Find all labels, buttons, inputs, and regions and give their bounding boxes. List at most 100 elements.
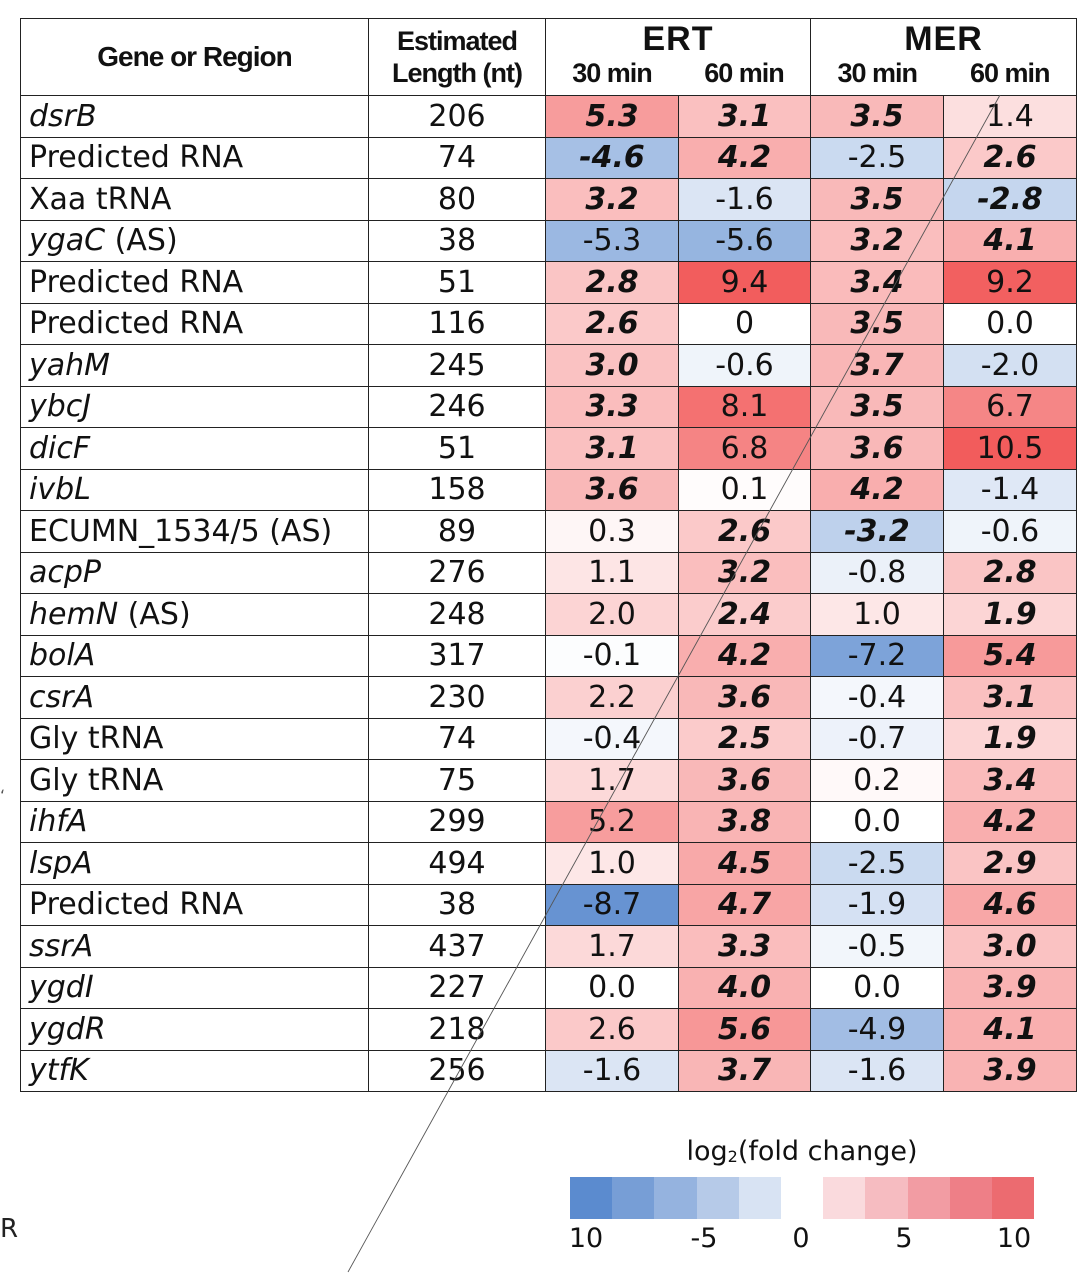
heat-cell: 4.2 [678, 136, 811, 179]
heat-cell: -5.3 [545, 219, 679, 262]
heat-cell: 3.1 [678, 95, 811, 138]
heat-cell: 3.1 [545, 427, 679, 470]
table-row: ybcJ 246 3.3 8.1 3.5 6.7 [20, 385, 1077, 428]
length-cell: 299 [368, 800, 546, 843]
heat-cell: -4.6 [545, 136, 679, 179]
heat-cell: 1.9 [943, 593, 1077, 636]
heat-cell: 2.8 [943, 551, 1077, 594]
heat-cell: -2.5 [810, 136, 944, 179]
gene-name-part: Gly tRNA [29, 762, 164, 798]
table-row: Predicted RNA 116 2.6 0 3.5 0.0 [20, 302, 1077, 345]
heat-cell: -0.6 [943, 510, 1077, 553]
gene-name-part: Predicted RNA [29, 306, 244, 342]
heat-cell: -0.4 [810, 676, 944, 719]
gene-name-part: lspA [29, 845, 93, 881]
heat-cell: 2.2 [545, 676, 679, 719]
heat-cell: 3.9 [943, 1049, 1077, 1092]
legend-tick-label: 0 [792, 1223, 810, 1254]
heat-cell: 3.4 [943, 759, 1077, 802]
table-row: Predicted RNA 74 -4.6 4.2 -2.5 2.6 [20, 136, 1077, 179]
heat-cell: 9.2 [943, 261, 1077, 304]
table-row: csrA 230 2.2 3.6 -0.4 3.1 [20, 676, 1077, 719]
heat-cell: 4.6 [943, 883, 1077, 926]
edge-mark-lower: R [0, 1214, 19, 1244]
table-row: hemN (AS) 248 2.0 2.4 1.0 1.9 [20, 593, 1077, 636]
legend-swatch [570, 1177, 613, 1219]
length-cell: 206 [368, 95, 546, 138]
heat-cell: 3.6 [545, 468, 679, 511]
legend-swatch [907, 1177, 950, 1219]
gene-name-part: hemN [29, 596, 119, 632]
heat-cell: -3.2 [810, 510, 944, 553]
table-row: Predicted RNA 38 -8.7 4.7 -1.9 4.6 [20, 883, 1077, 926]
heat-cell: 1.0 [810, 593, 944, 636]
length-cell: 158 [368, 468, 546, 511]
gene-name-part: (AS) [105, 223, 178, 259]
color-legend: log2(fold change) 10 -5 0 5 10 [568, 1136, 1035, 1254]
table-row: ytfK 256 -1.6 3.7 -1.6 3.9 [20, 1049, 1077, 1092]
gene-name-part: dicF [29, 430, 91, 466]
heat-cell: 3.4 [810, 261, 944, 304]
length-cell: 494 [368, 842, 546, 885]
legend-swatch [696, 1177, 739, 1219]
heat-cell: -1.4 [943, 468, 1077, 511]
table-row: lspA 494 1.0 4.5 -2.5 2.9 [20, 842, 1077, 885]
gene-cell: csrA [20, 676, 369, 719]
length-cell: 116 [368, 302, 546, 345]
heat-cell: 6.7 [943, 385, 1077, 428]
legend-tick-label: 10 [568, 1223, 604, 1254]
gene-cell: dicF [20, 427, 369, 470]
gene-cell: ytfK [20, 1049, 369, 1092]
heat-cell: 4.2 [678, 634, 811, 677]
gene-cell: lspA [20, 842, 369, 885]
heat-cell: 4.7 [678, 883, 811, 926]
gene-cell: hemN (AS) [20, 593, 369, 636]
gene-cell: ECUMN_1534/5 (AS) [20, 510, 369, 553]
heat-cell: 8.1 [678, 385, 811, 428]
heat-cell: 3.6 [678, 759, 811, 802]
legend-title: log2(fold change) [570, 1136, 1034, 1167]
length-cell: 248 [368, 593, 546, 636]
gene-cell: ihfA [20, 800, 369, 843]
heat-cell: 3.9 [943, 966, 1077, 1009]
table-row: ihfA 299 5.2 3.8 0.0 4.2 [20, 800, 1077, 843]
length-cell: 51 [368, 427, 546, 470]
heat-cell: 3.1 [943, 676, 1077, 719]
table-row: yahM 245 3.0 -0.6 3.7 -2.0 [20, 344, 1077, 387]
header-group-name: ERT [642, 20, 714, 58]
heat-cell: 0.2 [810, 759, 944, 802]
gene-name-part: Gly tRNA [29, 721, 164, 757]
heat-cell: -2.8 [943, 178, 1077, 221]
heatmap-table: Gene or Region Estimated Length (nt) ERT… [20, 18, 1077, 1092]
heat-cell: 1.0 [545, 842, 679, 885]
heat-cell: 0 [678, 302, 811, 345]
heat-cell: 2.6 [678, 510, 811, 553]
table-row: Gly tRNA 75 1.7 3.6 0.2 3.4 [20, 759, 1077, 802]
heat-cell: -8.7 [545, 883, 679, 926]
gene-name-part: Predicted RNA [29, 264, 244, 300]
legend-swatch [654, 1177, 697, 1219]
gene-name-part: bolA [29, 638, 96, 674]
legend-swatch [612, 1177, 655, 1219]
gene-name-part: ihfA [29, 804, 88, 840]
table-row: Predicted RNA 51 2.8 9.4 3.4 9.2 [20, 261, 1077, 304]
table-row: ygdR 218 2.6 5.6 -4.9 4.1 [20, 1008, 1077, 1051]
legend-color-bar [570, 1177, 1035, 1219]
legend-tick-label: -5 [690, 1223, 718, 1254]
heatmap-body: dsrB 206 5.3 3.1 3.5 1.4 Predicted RNA 74 -4.6 4.… [20, 95, 1077, 1092]
gene-name-part: Predicted RNA [29, 140, 244, 176]
heat-cell: 3.3 [678, 925, 811, 968]
gene-cell: Predicted RNA [20, 261, 369, 304]
heat-cell: 4.1 [943, 1008, 1077, 1051]
gene-cell: Predicted RNA [20, 302, 369, 345]
length-cell: 276 [368, 551, 546, 594]
gene-cell: ygaC (AS) [20, 219, 369, 262]
heat-cell: -0.8 [810, 551, 944, 594]
heat-cell: -1.6 [545, 1049, 679, 1092]
heat-cell: -1.6 [678, 178, 811, 221]
heat-cell: 2.5 [678, 717, 811, 760]
table-row: dicF 51 3.1 6.8 3.6 10.5 [20, 427, 1077, 470]
heat-cell: 4.0 [678, 966, 811, 1009]
gene-name-part: ssrA [29, 928, 94, 964]
table-row: Gly tRNA 74 -0.4 2.5 -0.7 1.9 [20, 717, 1077, 760]
